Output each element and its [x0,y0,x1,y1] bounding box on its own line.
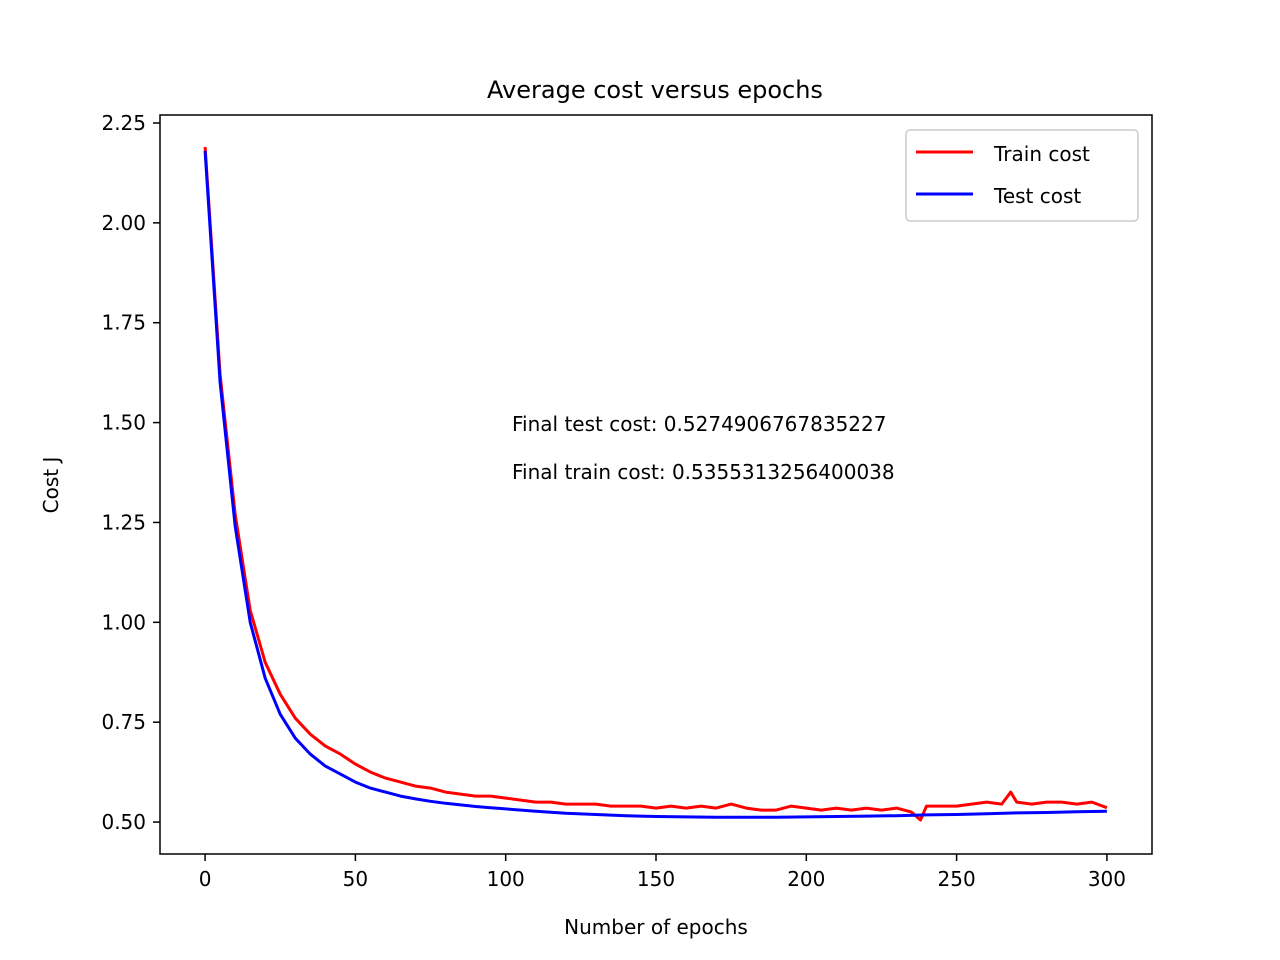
legend: Train cost Test cost [905,129,1139,222]
y-tick-label: 2.25 [101,111,146,135]
annotation-final-test-cost: Final test cost: 0.5274906767835227 [512,412,886,436]
x-axis-label: Number of epochs [564,915,748,939]
x-tick-label: 150 [637,867,675,891]
y-tick-label: 1.50 [101,411,146,435]
y-axis: 0.50 0.75 1.00 1.25 1.50 1.75 2.00 2.25 [101,111,160,834]
series-line-test-cost [203,150,1107,819]
y-tick-label: 0.50 [101,810,146,834]
x-tick-label: 50 [343,867,368,891]
y-tick-label: 0.75 [101,710,146,734]
y-tick-label: 1.00 [101,610,146,634]
x-tick-label: 0 [199,867,212,891]
x-tick-label: 200 [787,867,825,891]
x-tick-label: 250 [938,867,976,891]
chart-title: Average cost versus epochs [487,76,823,104]
y-tick-label: 1.75 [101,311,146,335]
x-tick-label: 100 [487,867,525,891]
annotation-final-train-cost: Final train cost: 0.5355313256400038 [512,460,895,484]
legend-label-test-cost: Test cost [993,184,1081,208]
x-axis: 0 50 100 150 200 250 300 [199,854,1126,891]
plot-area [203,146,1108,822]
y-axis-label: Cost J [39,457,63,514]
y-tick-label: 2.00 [101,211,146,235]
series-line-train-cost [203,146,1108,822]
legend-label-train-cost: Train cost [993,142,1090,166]
y-tick-label: 1.25 [101,510,146,534]
x-tick-label: 300 [1088,867,1126,891]
